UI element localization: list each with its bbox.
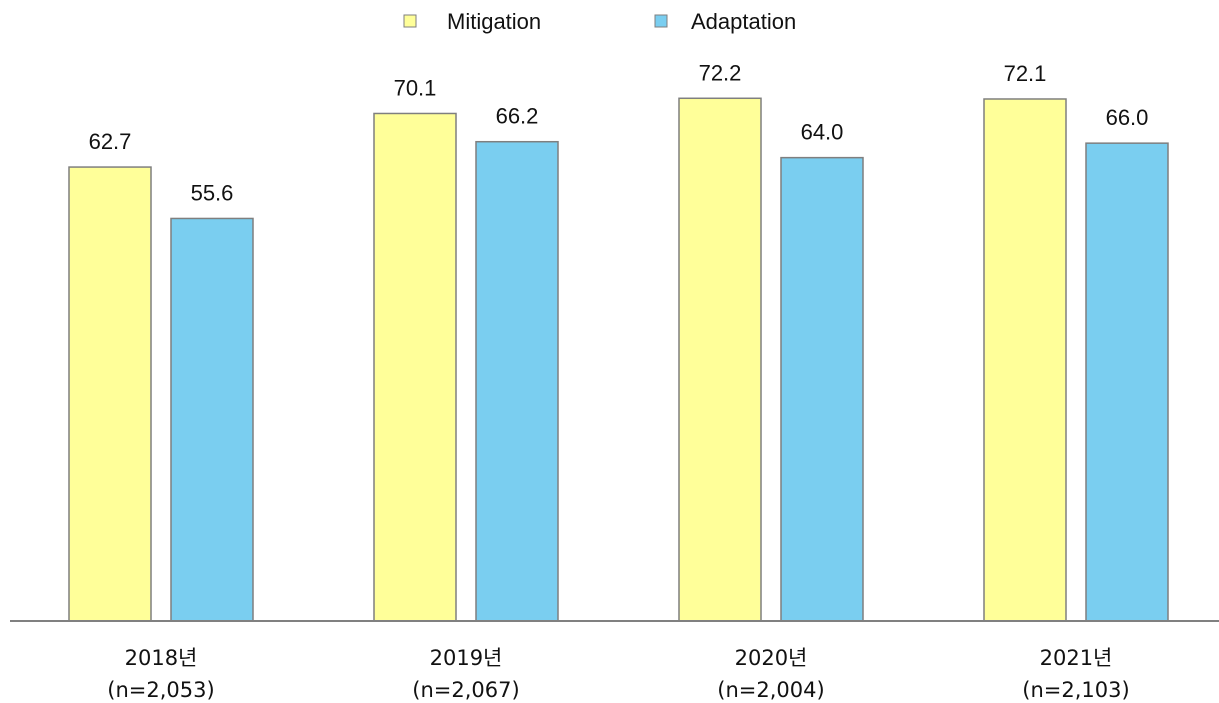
value-label-adaptation-3: 66.0 [1106,105,1149,130]
legend-swatch-adaptation [654,14,668,28]
plot-area: 62.7 55.6 70.1 66.2 72.2 64.0 72.1 66.0 [68,60,1169,622]
value-label-mitigation-1: 70.1 [394,75,437,100]
legend-swatch-mitigation [403,14,417,28]
bar-mitigation-2 [678,97,762,622]
category-sample-size-0: (n=2,053) [107,678,214,702]
category-sample-size-1: (n=2,067) [412,678,519,702]
value-label-adaptation-2: 64.0 [801,120,844,145]
value-label-mitigation-0: 62.7 [89,129,132,154]
bar-mitigation-1 [373,112,457,622]
category-label-0: 2018년 [125,646,198,670]
bar-adaptation-0 [170,217,254,622]
category-label-2: 2020년 [735,646,808,670]
bar-adaptation-3 [1085,142,1169,622]
category-label-1: 2019년 [430,646,503,670]
legend-label-mitigation: Mitigation [447,9,541,34]
bar-adaptation-1 [475,140,559,622]
category-sample-size-2: (n=2,004) [717,678,824,702]
category-sample-size-3: (n=2,103) [1022,678,1129,702]
legend: Mitigation Adaptation [403,9,796,34]
category-label-3: 2021년 [1040,646,1113,670]
bar-adaptation-2 [780,156,864,622]
value-label-mitigation-3: 72.1 [1004,61,1047,86]
legend-label-adaptation: Adaptation [691,9,796,34]
category-labels: 2018년 (n=2,053) 2019년 (n=2,067) 2020년 (n=2,00… [107,646,1129,702]
value-label-mitigation-2: 72.2 [699,60,742,85]
value-label-adaptation-0: 55.6 [191,180,234,205]
bar-mitigation-3 [983,98,1067,622]
value-label-adaptation-1: 66.2 [496,104,539,129]
bar-mitigation-0 [68,166,152,622]
